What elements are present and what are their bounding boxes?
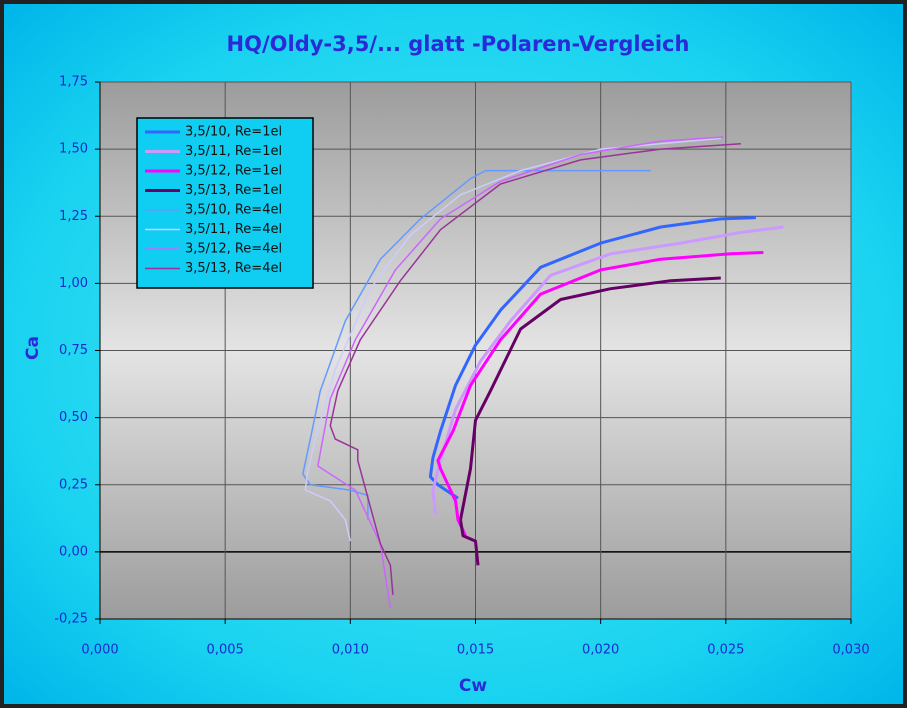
series-line (304, 137, 721, 542)
y-tick-label: -0,25 (54, 612, 88, 627)
y-tick-label: 0,75 (59, 343, 88, 358)
y-tick-label: 0,25 (59, 477, 88, 492)
legend-label: 3,5/10, Re=4el (185, 203, 282, 218)
series-line (431, 225, 784, 515)
series-line (329, 143, 741, 595)
y-tick-label: 0,00 (59, 544, 88, 559)
legend-label: 3,5/11, Re=4el (185, 222, 282, 237)
y-tick-label: 1,50 (59, 142, 88, 157)
series-line (459, 276, 721, 566)
x-tick-label: 0,020 (582, 643, 619, 658)
legend-label: 3,5/13, Re=1el (185, 183, 282, 198)
y-axis-title: Ca (23, 336, 43, 360)
y-tick-label: 0,50 (59, 410, 88, 425)
series-line (428, 216, 756, 500)
legend-label: 3,5/10, Re=1el (185, 125, 282, 140)
x-tick-label: 0,030 (832, 643, 869, 658)
x-tick-label: 0,005 (207, 643, 244, 658)
x-tick-label: 0,025 (707, 643, 744, 658)
series-line (436, 251, 764, 537)
legend-label: 3,5/13, Re=4el (185, 261, 282, 276)
legend-label: 3,5/11, Re=1el (185, 144, 282, 159)
legend-box (136, 117, 314, 289)
series-line (317, 136, 724, 609)
x-tick-label: 0,010 (332, 643, 369, 658)
legend-label: 3,5/12, Re=1el (185, 164, 282, 179)
y-tick-label: 1,75 (59, 75, 88, 90)
y-tick-label: 1,25 (59, 209, 88, 224)
x-axis-title: Cw (459, 676, 487, 696)
legend-label: 3,5/12, Re=4el (185, 242, 282, 257)
x-tick-label: 0,000 (81, 643, 118, 658)
x-tick-label: 0,015 (457, 643, 494, 658)
series-line (302, 169, 651, 520)
chart-title: HQ/Oldy-3,5/... glatt -Polaren-Vergleich (227, 32, 690, 56)
y-tick-label: 1,00 (59, 276, 88, 291)
